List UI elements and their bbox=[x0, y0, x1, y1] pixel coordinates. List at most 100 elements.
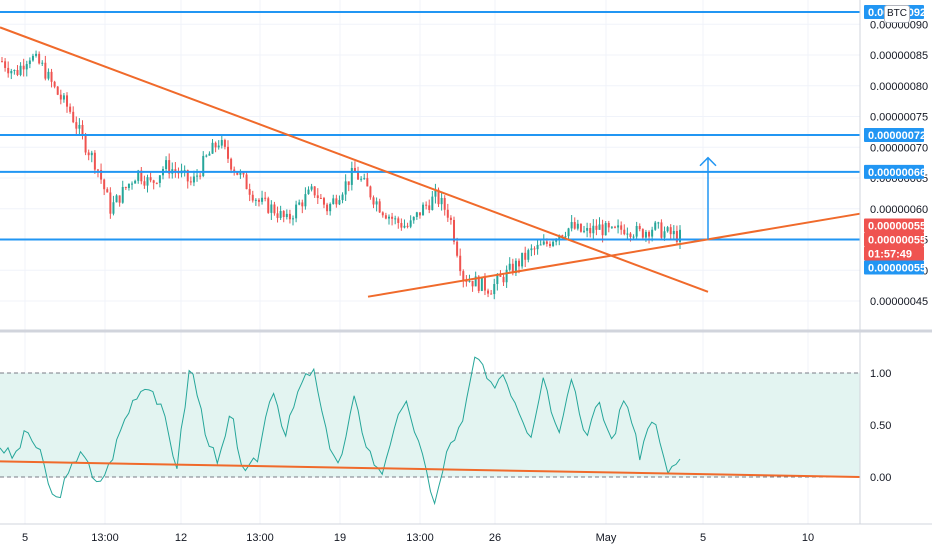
time-tick-label: May bbox=[596, 532, 617, 544]
candle-body bbox=[456, 241, 459, 256]
candle-body bbox=[589, 227, 592, 234]
candle-body bbox=[579, 223, 582, 232]
price-tick-label: 0.00000085 bbox=[870, 50, 928, 62]
candle-body bbox=[273, 204, 276, 214]
horizontal-levels bbox=[0, 11, 860, 241]
candle-body bbox=[381, 212, 384, 216]
candle-body bbox=[564, 236, 567, 238]
candle-body bbox=[595, 225, 598, 230]
candle-body bbox=[400, 222, 403, 228]
candle-body bbox=[313, 186, 316, 196]
candle-body bbox=[183, 170, 186, 172]
candle-body bbox=[641, 229, 644, 238]
candle-body bbox=[651, 229, 654, 237]
candle-body bbox=[131, 183, 134, 185]
time-tick-label: 13:00 bbox=[406, 532, 434, 544]
symbol-badge[interactable]: BTC bbox=[884, 5, 910, 23]
descending-trend-line bbox=[0, 26, 709, 293]
candle-body bbox=[189, 181, 192, 183]
time-tick-label: 5 bbox=[700, 532, 706, 544]
oscillator-axis[interactable]: 1.00 0.50 0.00 bbox=[870, 368, 891, 484]
candle-body bbox=[675, 230, 678, 242]
candle-body bbox=[35, 53, 38, 56]
candle-body bbox=[409, 220, 412, 227]
trend-lines bbox=[0, 26, 861, 298]
time-tick-label: 13:00 bbox=[246, 532, 274, 544]
candle-body bbox=[109, 192, 112, 214]
level-badge-55-bg bbox=[864, 260, 924, 275]
candle-body bbox=[326, 204, 329, 212]
candle-body bbox=[322, 198, 325, 205]
candle-body bbox=[245, 174, 248, 190]
candle-body bbox=[366, 178, 369, 187]
candle-body bbox=[440, 197, 443, 205]
candle-body bbox=[196, 175, 199, 177]
candle-body bbox=[298, 202, 301, 205]
candle-body bbox=[106, 189, 109, 193]
candle-body bbox=[446, 209, 449, 218]
candle-body bbox=[617, 225, 620, 228]
price-tick-label: 0.00000080 bbox=[870, 81, 928, 93]
candle-body bbox=[679, 229, 681, 242]
candle-body bbox=[453, 219, 455, 242]
candle-body bbox=[471, 280, 474, 287]
time-tick-label: 26 bbox=[489, 532, 501, 544]
candle-body bbox=[477, 276, 480, 291]
candle-body bbox=[353, 167, 356, 172]
candle-body bbox=[78, 124, 81, 129]
candle-body bbox=[539, 244, 542, 246]
candle-body bbox=[490, 293, 493, 295]
candle-body bbox=[350, 167, 353, 185]
candle-body bbox=[644, 231, 647, 238]
candle-body bbox=[468, 280, 471, 282]
countdown-badge-bg bbox=[864, 246, 924, 261]
candle-body bbox=[561, 235, 564, 237]
candle-body bbox=[112, 202, 115, 214]
price-tick-label: 0.00000060 bbox=[870, 204, 928, 216]
candle-body bbox=[518, 260, 521, 267]
candle-body bbox=[397, 218, 400, 223]
candle-body bbox=[443, 197, 446, 210]
candle-body bbox=[41, 62, 44, 64]
candle-body bbox=[511, 263, 514, 274]
candle-body bbox=[378, 201, 381, 213]
last-price-badge-2-bg bbox=[864, 232, 924, 247]
candle-body bbox=[168, 160, 171, 174]
candle-body bbox=[251, 194, 254, 201]
candle-body bbox=[613, 226, 616, 228]
candle-body bbox=[384, 215, 387, 219]
candle-body bbox=[118, 195, 121, 203]
candle-body bbox=[217, 145, 220, 148]
candle-body bbox=[267, 198, 270, 213]
candle-body bbox=[369, 186, 372, 198]
candle-body bbox=[344, 181, 347, 195]
candle-body bbox=[521, 252, 524, 267]
candle-body bbox=[387, 216, 390, 219]
candle-body bbox=[335, 198, 338, 205]
candle-body bbox=[660, 222, 663, 238]
candle-body bbox=[375, 201, 378, 205]
candle-body bbox=[341, 194, 344, 201]
candle-body bbox=[295, 204, 298, 219]
candle-body bbox=[598, 224, 601, 230]
candle-body bbox=[236, 171, 239, 175]
oscillator-trend-line bbox=[0, 460, 861, 478]
time-tick-label: 10 bbox=[802, 532, 814, 544]
time-axis[interactable]: 5 13:00 12 13:00 19 13:00 26 May 5 10 bbox=[22, 532, 814, 544]
candle-body bbox=[601, 224, 604, 236]
candle-body bbox=[316, 195, 319, 198]
time-tick-label: 12 bbox=[175, 532, 187, 544]
candle-body bbox=[56, 86, 59, 95]
price-tick-label: 0.00000075 bbox=[870, 112, 928, 124]
candle-body bbox=[143, 181, 146, 186]
candle-body bbox=[285, 213, 288, 217]
candle-body bbox=[93, 152, 96, 170]
candle-body bbox=[480, 277, 483, 291]
candle-body bbox=[545, 241, 548, 244]
oscillator-line bbox=[0, 356, 681, 506]
price-badges: 0.000000920.000000720.000000660.00000055… bbox=[864, 5, 926, 275]
candle-body bbox=[174, 169, 177, 172]
candle-body bbox=[629, 233, 632, 237]
candle-body bbox=[155, 182, 158, 184]
price-tick-label: 0.00000070 bbox=[870, 142, 928, 154]
